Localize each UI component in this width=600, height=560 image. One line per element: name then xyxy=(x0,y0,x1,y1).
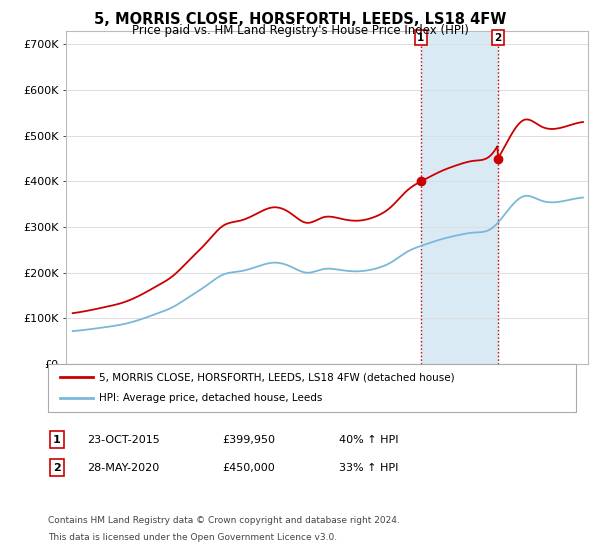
Text: 40% ↑ HPI: 40% ↑ HPI xyxy=(339,435,398,445)
Text: 5, MORRIS CLOSE, HORSFORTH, LEEDS, LS18 4FW: 5, MORRIS CLOSE, HORSFORTH, LEEDS, LS18 … xyxy=(94,12,506,27)
Text: £450,000: £450,000 xyxy=(222,463,275,473)
Text: 5, MORRIS CLOSE, HORSFORTH, LEEDS, LS18 4FW (detached house): 5, MORRIS CLOSE, HORSFORTH, LEEDS, LS18 … xyxy=(99,372,455,382)
Text: HPI: Average price, detached house, Leeds: HPI: Average price, detached house, Leed… xyxy=(99,393,322,403)
Text: £399,950: £399,950 xyxy=(222,435,275,445)
Text: 2: 2 xyxy=(494,32,502,43)
Text: This data is licensed under the Open Government Licence v3.0.: This data is licensed under the Open Gov… xyxy=(48,533,337,542)
Text: 2: 2 xyxy=(53,463,61,473)
Bar xyxy=(421,31,498,364)
Text: 1: 1 xyxy=(53,435,61,445)
Text: Price paid vs. HM Land Registry's House Price Index (HPI): Price paid vs. HM Land Registry's House … xyxy=(131,24,469,37)
Text: 1: 1 xyxy=(417,32,424,43)
Text: 33% ↑ HPI: 33% ↑ HPI xyxy=(339,463,398,473)
Text: 28-MAY-2020: 28-MAY-2020 xyxy=(87,463,159,473)
Text: Contains HM Land Registry data © Crown copyright and database right 2024.: Contains HM Land Registry data © Crown c… xyxy=(48,516,400,525)
Text: 23-OCT-2015: 23-OCT-2015 xyxy=(87,435,160,445)
